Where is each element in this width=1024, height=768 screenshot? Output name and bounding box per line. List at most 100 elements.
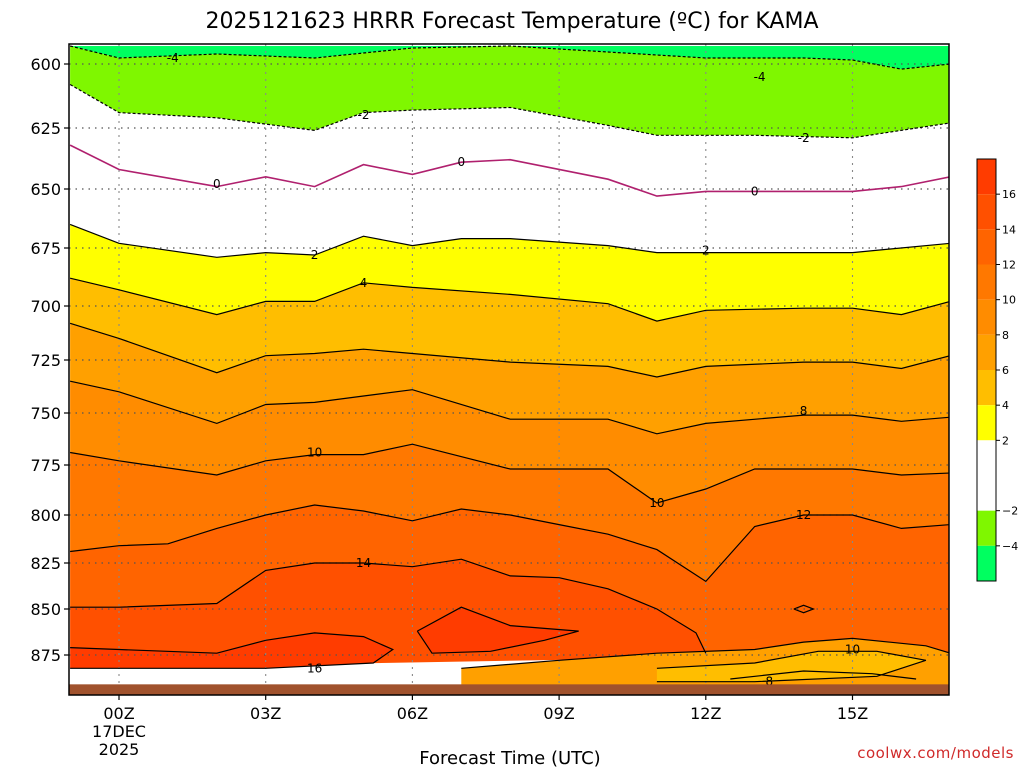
temperature-fill-bands [70, 46, 949, 690]
y-tick-label: 650 [30, 180, 61, 199]
colorbar-tick-label: 10 [1002, 294, 1016, 307]
x-tick-label: 00Z [103, 704, 134, 723]
isotherm-label-0: 0 [751, 184, 759, 198]
band-ge-plus16 [70, 632, 949, 669]
isotherm-16-11 [416, 606, 579, 654]
ground-surface [69, 684, 949, 695]
y-tick-label: 725 [30, 351, 61, 370]
x-tick-sublabel: 2025 [99, 740, 140, 759]
colorbar-swatch-5 [977, 334, 996, 370]
isotherm-0-2 [69, 144, 949, 197]
band-minus4-minus2 [70, 46, 949, 138]
isotherm-4-4 [69, 277, 949, 322]
colorbar-tick-label: −4 [1002, 540, 1018, 553]
isotherm-label-10: 10 [307, 446, 322, 460]
band-plus8-plus10 [70, 381, 949, 503]
band-plus6-plus8 [70, 323, 949, 434]
x-tick-label: 06Z [397, 704, 428, 723]
colorbar-tick-label: −2 [1002, 505, 1018, 518]
colorbar-swatch-1 [977, 194, 996, 230]
colorbar-swatch-0 [977, 159, 996, 195]
colorbar-tick-label: 2 [1002, 434, 1009, 447]
y-axis: 600 625 650 675 700 725 750 775 800 825 850 875 [30, 55, 69, 665]
isotherm-labels: -4 -4 -2 -2 0 0 0 2 2 4 8 10 10 12 14 16 10 8 [167, 51, 860, 689]
isotherm-8-15 [730, 670, 917, 680]
band-plus14-plus16 [70, 559, 949, 669]
x-tick-sublabel: 17DEC [92, 722, 146, 741]
isotherm-label-2: 2 [311, 248, 319, 262]
colorbar-tick-label: 6 [1002, 364, 1009, 377]
colorbar-swatch-8 [977, 440, 996, 511]
isotherm-label-0: 0 [213, 177, 221, 191]
band-pocket-0 [417, 607, 579, 654]
colorbar-swatch-10 [977, 545, 996, 581]
isotherm-10-14 [656, 650, 927, 683]
x-tick-label: 15Z [837, 704, 868, 723]
isotherm-label--4: -4 [754, 70, 766, 84]
y-tick-label: 775 [30, 456, 61, 475]
colorbar-swatch-3 [977, 264, 996, 300]
colorbar-tick-label: 16 [1002, 188, 1016, 201]
isotherm-label-2: 2 [702, 243, 710, 257]
colorbar-swatch-2 [977, 229, 996, 265]
isotherm-label-14: 14 [356, 556, 371, 570]
y-tick-label: 600 [30, 55, 61, 74]
colorbar-legend: 16 14 12 10 8 6 4 2 −2 −4 [976, 158, 1018, 582]
colorbar-swatch-9 [977, 510, 996, 546]
isotherm-label-8: 8 [766, 675, 774, 689]
isotherm-6-5 [69, 322, 949, 378]
x-tick-label: 09Z [543, 704, 574, 723]
y-tick-label: 675 [30, 239, 61, 258]
x-tick-label: 03Z [250, 704, 281, 723]
band-plus4-plus6 [70, 278, 949, 377]
isotherm-2-3 [69, 223, 949, 258]
isotherm--4-0 [69, 45, 949, 70]
isotherm-12-13 [461, 637, 949, 669]
y-tick-label: 700 [30, 297, 61, 316]
y-tick-label: 850 [30, 600, 61, 619]
band-plus12-plus14 [70, 505, 949, 654]
plot-frame [68, 43, 950, 696]
isotherm-label-0: 0 [457, 155, 465, 169]
y-tick-label: 800 [30, 506, 61, 525]
isotherm-label-10: 10 [845, 642, 860, 656]
y-tick-label: 875 [30, 646, 61, 665]
y-tick-label: 825 [30, 554, 61, 573]
colorbar-swatch-7 [977, 405, 996, 441]
isotherm-10-7 [69, 443, 949, 504]
x-axis-title: Forecast Time (UTC) [419, 748, 600, 768]
isotherm-contours [69, 45, 949, 683]
y-tick-label: 625 [30, 119, 61, 138]
isotherm-label--2: -2 [358, 108, 370, 122]
credit-text: coolwx.com/models [857, 744, 1014, 762]
isotherm-label--2: -2 [798, 131, 810, 145]
band-plus2-plus4 [70, 224, 949, 322]
x-tick-label: 12Z [690, 704, 721, 723]
isotherm-label-4: 4 [360, 276, 368, 290]
isotherm-12-8 [70, 504, 949, 583]
band-plus10-plus12 [70, 444, 949, 582]
band-pocket-2 [656, 651, 926, 682]
colorbar-tick-label: 8 [1002, 329, 1009, 342]
isotherm--2-1 [69, 83, 949, 139]
isotherm-label-16: 16 [307, 661, 322, 675]
chart-title: 2025121623 HRRR Forecast Temperature (ºC… [205, 9, 818, 34]
colorbar-swatch-6 [977, 370, 996, 406]
colorbar-tick-label: 4 [1002, 399, 1009, 412]
colorbar-tick-label: 12 [1002, 259, 1016, 272]
band-minus2-plus2 [70, 84, 949, 258]
isotherm-label-8: 8 [800, 404, 808, 418]
isotherm-label--4: -4 [167, 51, 179, 65]
plot-area: -4 -4 -2 -2 0 0 0 2 2 4 8 10 10 12 14 16 10 8 [69, 44, 949, 695]
colorbar-tick-label: 14 [1002, 223, 1016, 236]
colorbar-swatch-4 [977, 299, 996, 335]
isotherm-8-6 [69, 380, 949, 435]
isotherm-14-9 [70, 558, 707, 654]
isotherm-label-12: 12 [796, 508, 811, 522]
isotherm-16-10 [70, 632, 395, 669]
isotherm-14-12 [793, 604, 816, 614]
band-lt-minus4 [70, 46, 949, 70]
isotherm-label-10: 10 [649, 496, 664, 510]
